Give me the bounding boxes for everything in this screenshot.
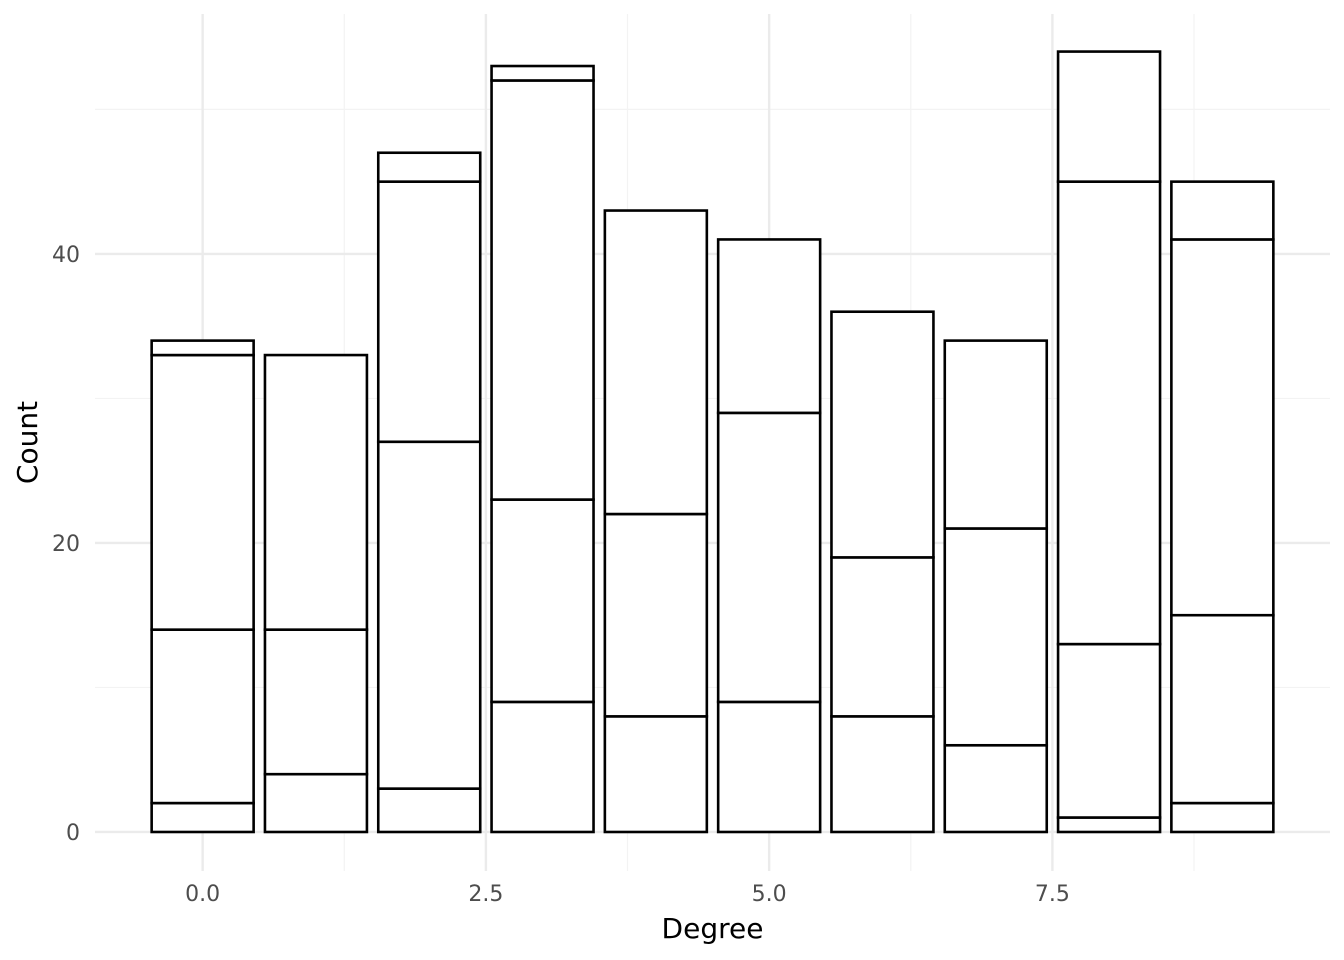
tick-labels: 0.0 2.5 5.0 7.5 0 20 40 (52, 243, 1070, 907)
bar-segment (716, 411, 822, 704)
bar-segment (1170, 180, 1275, 241)
y-tick-label: 20 (52, 532, 80, 557)
bar-0 (150, 339, 255, 834)
bars (150, 50, 1275, 834)
bar-segment (150, 339, 255, 357)
bar-segment (490, 498, 595, 704)
bar-segment (830, 310, 935, 559)
x-tick-label: 2.5 (468, 882, 503, 907)
bar-segment (490, 79, 595, 501)
bar-segment (1056, 180, 1162, 646)
bar-segment (943, 527, 1049, 747)
bar-segment (603, 715, 709, 834)
bar-segment (716, 700, 822, 834)
bar-segment (603, 512, 709, 718)
bar-segment (376, 151, 482, 183)
bar-segment (263, 772, 369, 834)
bar-6 (830, 310, 935, 834)
bar-segment (376, 180, 482, 444)
bar-5 (716, 238, 822, 834)
x-tick-label: 0.0 (185, 882, 220, 907)
bar-segment (1056, 816, 1162, 834)
bar-segment (830, 715, 935, 834)
bar-segment (1170, 238, 1275, 617)
bar-segment (263, 353, 369, 631)
bar-segment (150, 628, 255, 805)
bar-segment (603, 209, 709, 516)
bar-7 (943, 339, 1049, 834)
bar-segment (376, 440, 482, 790)
bar-segment (150, 801, 255, 834)
bar-4 (603, 209, 709, 834)
bar-segment (263, 628, 369, 776)
bar-2 (376, 151, 482, 834)
x-tick-label: 7.5 (1035, 882, 1070, 907)
bar-1 (263, 353, 369, 834)
bar-3 (490, 64, 595, 834)
bar-segment (943, 743, 1049, 834)
bar-segment (943, 339, 1049, 530)
x-tick-label: 5.0 (752, 882, 787, 907)
bar-segment (1056, 642, 1162, 819)
bar-segment (376, 787, 482, 834)
bar-segment (150, 353, 255, 631)
y-axis-title: Count (11, 401, 44, 484)
bar-segment (1170, 613, 1275, 805)
y-tick-label: 40 (52, 243, 80, 268)
bar-segment (716, 238, 822, 415)
bar-segment (1056, 50, 1162, 183)
bar-segment (490, 700, 595, 834)
bar-segment (490, 64, 595, 82)
y-tick-label: 0 (66, 821, 80, 846)
bar-9 (1170, 180, 1275, 834)
bar-segment (1170, 801, 1275, 834)
bar-8 (1056, 50, 1162, 834)
bar-segment (830, 556, 935, 718)
x-axis-title: Degree (662, 912, 764, 945)
